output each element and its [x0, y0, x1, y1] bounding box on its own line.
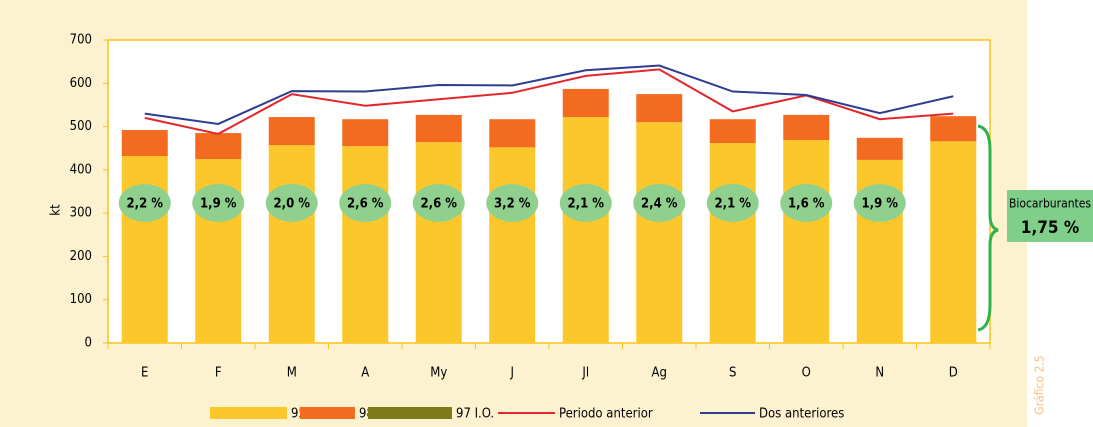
biofuel-label: 1,6 % [788, 197, 825, 212]
biofuel-bubble [265, 184, 318, 222]
biofuel-label: 2,1 % [714, 197, 751, 212]
biofuel-label: 2,2 % [126, 197, 163, 212]
bar-segment [489, 119, 536, 148]
figure-label: Gráfico 2.5 [1033, 355, 1047, 414]
biofuel-bubble [339, 184, 392, 222]
legend-swatch [300, 407, 355, 419]
x-tick-label: A [361, 366, 369, 381]
x-tick-label: Jl [581, 366, 589, 381]
biofuel-bubble [853, 184, 906, 222]
bar-segment [856, 137, 903, 160]
bar-segment [636, 122, 683, 343]
biofuel-label: 2,0 % [273, 197, 310, 212]
biofuel-bubble [633, 184, 686, 222]
total-value: 1,75 % [1021, 218, 1079, 238]
biofuel-bubble [559, 184, 612, 222]
biofuel-bubble [486, 184, 539, 222]
x-tick-label: J [510, 366, 514, 381]
bar-segment [709, 119, 756, 144]
plot-area [107, 39, 991, 344]
total-box [1007, 190, 1093, 242]
biofuel-label: 2,1 % [567, 197, 604, 212]
biofuel-bubble [192, 184, 245, 222]
bar-segment [562, 88, 609, 118]
biofuel-label: 1,9 % [200, 197, 237, 212]
legend-label: Dos anteriores [759, 407, 844, 422]
y-tick-label: 100 [70, 292, 92, 307]
bar-segment [930, 141, 977, 343]
bar-segment [121, 130, 168, 157]
bar-segment [636, 94, 683, 123]
x-tick-label: My [430, 366, 447, 381]
x-tick-label: O [802, 366, 811, 381]
line [144, 64, 954, 126]
brace [977, 124, 999, 332]
y-tick-label: 400 [70, 162, 92, 177]
bar-segment [195, 133, 242, 160]
bar-segment [930, 116, 977, 142]
y-tick-label: 700 [70, 33, 92, 48]
biofuel-label: 2,4 % [641, 197, 678, 212]
y-tick-label: 200 [70, 249, 92, 264]
x-tick-label: D [949, 366, 958, 381]
x-tick-label: Ag [652, 366, 667, 381]
line [144, 68, 954, 135]
bar-segment [268, 145, 315, 343]
biofuel-bubble [706, 184, 759, 222]
y-tick-label: 300 [70, 206, 92, 221]
biofuel-bubble [412, 184, 465, 222]
y-tick-label: 600 [70, 76, 92, 91]
x-tick-label: N [875, 366, 884, 381]
bar-segment [783, 114, 830, 140]
bar-segment [709, 143, 756, 343]
total-title: Biocarburantes [1009, 197, 1091, 211]
bar-segment [562, 117, 609, 343]
bar-segment [268, 117, 315, 146]
legend-label: 97 I.O. [456, 407, 494, 422]
biofuel-bubble [780, 184, 833, 222]
biofuel-label: 3,2 % [494, 197, 531, 212]
legend-swatch [210, 407, 287, 419]
biofuel-bubble [118, 184, 171, 222]
y-tick-label: 500 [70, 119, 92, 134]
y-axis-label: kt [49, 204, 64, 216]
biofuel-label: 1,9 % [861, 197, 898, 212]
y-tick-label: 0 [85, 336, 92, 351]
legend-label: Periodo anterior [559, 407, 653, 422]
bar-segment [783, 139, 830, 343]
biofuel-label: 2,6 % [420, 197, 457, 212]
bar-segment [342, 119, 389, 147]
x-tick-label: M [287, 366, 297, 381]
bar-segment [342, 146, 389, 343]
bar-segment [489, 147, 536, 343]
bar-segment [415, 114, 462, 143]
x-tick-label: E [141, 366, 148, 381]
legend-swatch [368, 407, 452, 419]
x-tick-label: F [215, 366, 222, 381]
x-tick-label: S [729, 366, 736, 381]
biofuel-label: 2,6 % [347, 197, 384, 212]
bar-segment [415, 142, 462, 343]
